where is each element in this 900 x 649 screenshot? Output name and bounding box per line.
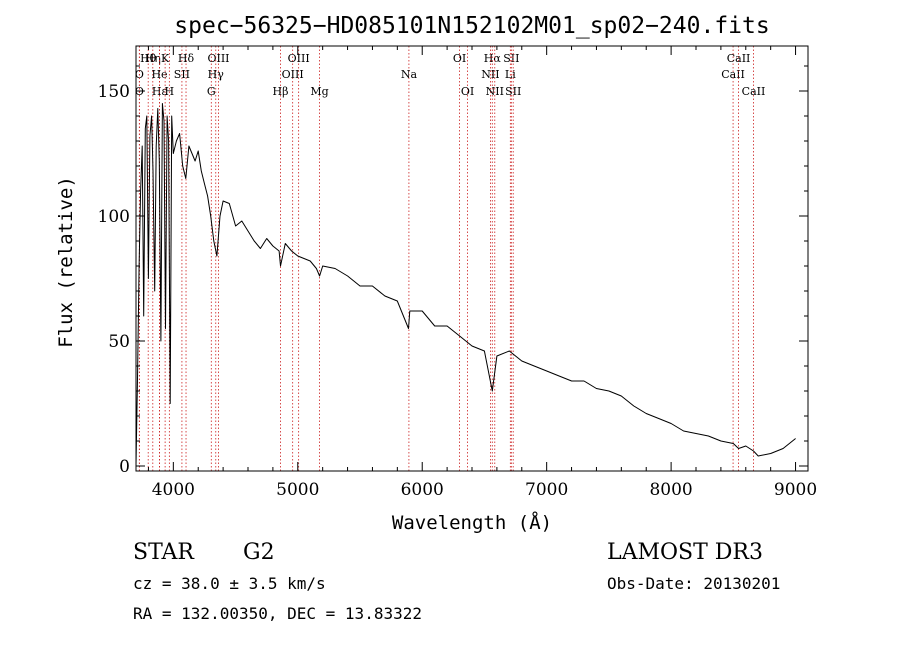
y-tick-label: 50 [108, 332, 130, 352]
line-label: Hθ [140, 52, 157, 65]
flux-series [135, 103, 796, 467]
x-tick-label: 9000 [774, 480, 817, 500]
line-label: OIII [207, 52, 229, 65]
line-label: Hα [484, 52, 502, 65]
line-label: CaII [727, 52, 751, 65]
line-label: OIII [282, 68, 304, 81]
y-tick-label: 0 [119, 457, 130, 477]
line-label: Hη [145, 52, 161, 65]
coordinates: RA = 132.00350, DEC = 13.83322 [133, 604, 422, 623]
y-tick-label: 100 [98, 207, 130, 227]
redshift-cz: cz = 38.0 ± 3.5 km/s [133, 574, 326, 593]
line-label: SII [174, 68, 190, 81]
object-subclass: G2 [243, 540, 275, 565]
line-label: SII [503, 52, 519, 65]
x-tick-label: 8000 [649, 480, 692, 500]
line-label: CaII [742, 85, 766, 98]
line-label: Hδ [178, 52, 195, 65]
line-label: K [161, 52, 170, 65]
x-tick-label: 6000 [401, 480, 444, 500]
survey-name: LAMOST DR3 [607, 540, 763, 565]
line-label: CaII [721, 68, 745, 81]
object-type: STAR [133, 540, 195, 565]
line-label: OI [453, 52, 466, 65]
plot-axes: 4000 5000 6000 7000 8000 9000 0 50 100 150 [98, 45, 817, 500]
line-label: NII [486, 85, 504, 98]
chart-title: spec−56325−HD085101N152102M01_sp02−240.f… [174, 13, 769, 39]
x-tick-label: 5000 [276, 480, 319, 500]
line-label: Hγ [208, 68, 225, 81]
line-label: SII [505, 85, 521, 98]
line-label: Li [505, 68, 516, 81]
flux-line [135, 103, 796, 467]
line-label: OI [461, 85, 474, 98]
x-tick-label: 4000 [152, 480, 195, 500]
line-label: He [151, 68, 167, 81]
plot-frame [135, 45, 809, 472]
line-label: H [165, 85, 175, 98]
line-label: Hβ [273, 85, 289, 98]
line-label: Mg [310, 85, 328, 98]
line-label: OIII [288, 52, 310, 65]
x-axis-label: Wavelength (Å) [392, 511, 552, 534]
observation-date: Obs-Date: 20130201 [607, 574, 780, 593]
x-tick-label: 7000 [525, 480, 568, 500]
y-axis-label: Flux (relative) [55, 176, 77, 348]
line-label: G [207, 85, 216, 98]
y-tick-label: 150 [98, 82, 130, 102]
line-label: Na [401, 68, 418, 81]
line-label: NII [481, 68, 499, 81]
